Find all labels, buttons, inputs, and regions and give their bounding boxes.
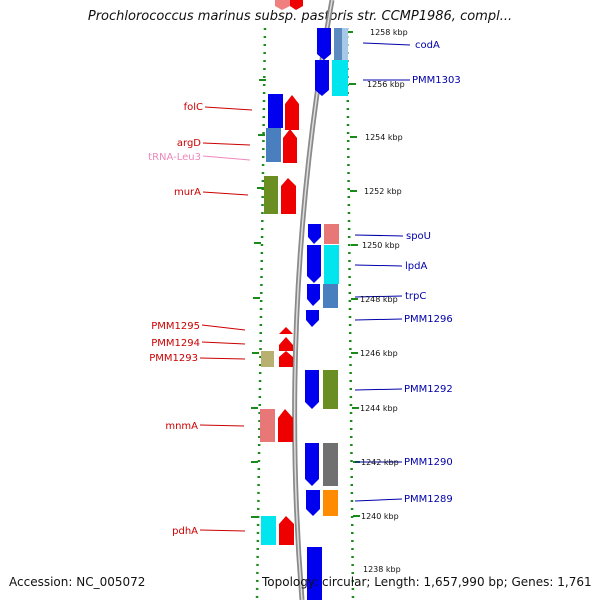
gene-label-PMM1303: PMM1303 <box>412 75 461 86</box>
gene-trpC-box <box>323 284 338 308</box>
gene-folC-arrow <box>285 95 299 130</box>
gene-label-spoU: spoU <box>406 231 431 242</box>
left-leader-lines <box>199 106 253 532</box>
gene-label-PMM1289: PMM1289 <box>404 494 453 505</box>
gene-murA-arrow <box>281 178 296 214</box>
gene-argD-box <box>266 128 281 162</box>
gene-PMM1296-arrow <box>306 310 319 327</box>
gene-pdhA-arrow <box>279 516 294 545</box>
scale-label-1238: 1238 kbp <box>363 565 401 574</box>
gene-arrow-top-right <box>290 0 303 10</box>
gene-PMM1303-box <box>332 60 348 96</box>
left-ticks <box>251 79 266 518</box>
accession-text: Accession: NC_005072 <box>9 575 146 589</box>
gene-lpdA-arrow <box>307 245 321 283</box>
scale-label-1252: 1252 kbp <box>364 187 402 196</box>
gene-label-folC: folC <box>184 102 203 113</box>
gene-PMM1292-arrow <box>305 370 319 409</box>
gene-murA-box <box>264 176 278 214</box>
left-dotted-boundary <box>255 27 267 600</box>
gene-codA-arrow <box>317 28 331 60</box>
gene-pdhA-box <box>261 516 276 545</box>
scale-label-1240: 1240 kbp <box>361 512 399 521</box>
scale-labels: 1258 kbp 1256 kbp 1254 kbp 1252 kbp 1250… <box>360 28 408 574</box>
gene-label-PMM1294: PMM1294 <box>151 338 200 349</box>
right-ticks <box>346 31 360 517</box>
gene-PMM1292-box <box>323 370 338 409</box>
gene-label-PMM1296: PMM1296 <box>404 314 453 325</box>
gene-PMM1290-arrow <box>305 443 319 486</box>
gene-arrow-top-left <box>275 0 290 10</box>
gene-PMM1293-arrow <box>279 351 293 367</box>
gene-label-tRNA-Leu3: tRNA-Leu3 <box>148 152 201 163</box>
gene-spoU-arrow <box>308 224 321 244</box>
gene-PMM1289-arrow <box>306 490 320 516</box>
gene-PMM1290-box <box>323 443 338 486</box>
gene-lpdA-box <box>324 245 339 284</box>
scale-label-1250: 1250 kbp <box>362 241 400 250</box>
left-gene-labels[interactable]: folC argD tRNA-Leu3 murA PMM1295 PMM1294… <box>148 102 203 537</box>
map-title: Prochlorococcus marinus subsp. pastoris … <box>87 9 513 24</box>
gene-PMM1295-arrow <box>279 327 293 334</box>
scale-label-1254: 1254 kbp <box>365 133 403 142</box>
gene-label-PMM1290: PMM1290 <box>404 457 453 468</box>
scale-label-1246: 1246 kbp <box>360 349 398 358</box>
gene-codA-box-light <box>342 28 348 60</box>
gene-bottom-box <box>307 547 322 600</box>
scale-label-1248: 1248 kbp <box>360 295 398 304</box>
gene-label-codA: codA <box>415 40 440 51</box>
gene-PMM1293-box <box>261 351 274 367</box>
gene-label-PMM1293: PMM1293 <box>149 353 198 364</box>
gene-spoU-box <box>324 224 339 244</box>
right-dotted-boundary <box>345 27 355 600</box>
topology-text: Topology: circular; Length: 1,657,990 bp… <box>262 575 592 589</box>
gene-label-murA: murA <box>174 187 201 198</box>
gene-label-lpdA: lpdA <box>405 261 427 272</box>
gene-label-argD: argD <box>177 138 201 149</box>
gene-mnmA-arrow <box>278 409 293 442</box>
gene-argD-arrow <box>283 129 297 163</box>
gene-mnmA-box <box>260 409 275 442</box>
gene-PMM1303-arrow <box>315 60 329 96</box>
gene-label-trpC: trpC <box>405 291 426 302</box>
scale-label-1258: 1258 kbp <box>370 28 408 37</box>
left-genes[interactable] <box>260 0 303 545</box>
gene-label-PMM1295: PMM1295 <box>151 321 200 332</box>
gene-label-mnmA: mnmA <box>165 421 198 432</box>
right-genes[interactable] <box>305 28 348 600</box>
right-leader-lines <box>354 42 411 502</box>
scale-label-1244: 1244 kbp <box>360 404 398 413</box>
right-gene-labels[interactable]: codA PMM1303 spoU lpdA trpC PMM1296 PMM1… <box>404 40 461 505</box>
scale-label-1256: 1256 kbp <box>367 80 405 89</box>
gene-trpC-arrow <box>307 284 320 306</box>
gene-label-PMM1292: PMM1292 <box>404 384 453 395</box>
gene-label-pdhA: pdhA <box>172 526 198 537</box>
scale-label-1242: 1242 kbp <box>361 458 399 467</box>
gene-folC-box <box>268 94 283 128</box>
gene-PMM1294-arrow <box>279 337 293 351</box>
gene-PMM1289-box <box>323 490 338 516</box>
